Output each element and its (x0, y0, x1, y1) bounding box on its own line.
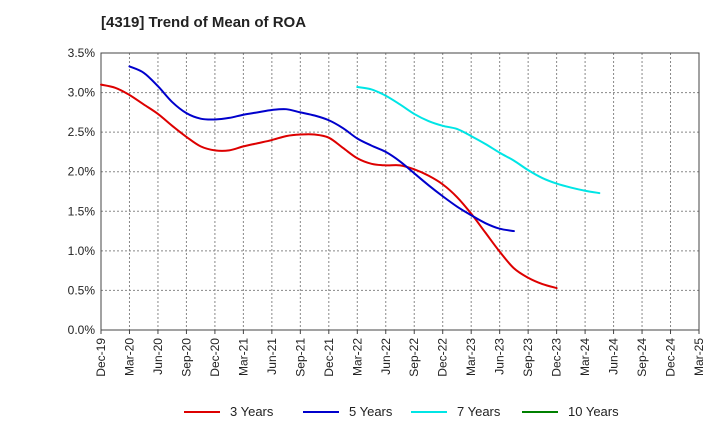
y-tick-label: 2.5% (68, 125, 96, 139)
x-tick-label: Dec-24 (664, 338, 678, 377)
legend-item-5-years: 5 Years (303, 404, 392, 419)
y-tick-label: 1.5% (68, 204, 96, 218)
x-tick-label: Dec-22 (436, 338, 450, 377)
series-line-7-years (356, 86, 601, 195)
x-tick-label: Dec-19 (94, 338, 108, 377)
x-tick-label: Mar-25 (692, 338, 706, 376)
x-tick-label: Jun-20 (151, 338, 165, 375)
y-tick-label: 3.5% (68, 46, 96, 60)
y-tick-label: 3.0% (68, 86, 96, 100)
legend-swatch (303, 410, 339, 413)
x-tick-label: Mar-21 (236, 338, 250, 376)
legend: 3 Years 5 Years 7 Years 10 Years (0, 404, 720, 426)
x-tick-label: Sep-23 (521, 338, 535, 377)
x-tick-label: Dec-20 (208, 338, 222, 377)
chart-title: [4319] Trend of Mean of ROA (101, 14, 307, 31)
legend-label: 3 Years (230, 404, 274, 419)
legend-swatch (184, 410, 220, 413)
legend-label: 10 Years (568, 404, 619, 419)
x-tick-label: Dec-21 (322, 338, 336, 377)
x-tick-label: Mar-23 (464, 338, 478, 376)
x-tick-label: Mar-24 (578, 338, 592, 376)
x-tick-label: Jun-23 (493, 338, 507, 375)
axis-layer (100, 52, 700, 334)
legend-swatch (522, 410, 558, 413)
tick-label-layer: 0.0% 0.5% 1.0% 1.5% 2.0% 2.5% 3.0% 3.5% Dec-19 Ma… (68, 46, 706, 377)
plot-frame (100, 52, 700, 331)
legend-item-10-years: 10 Years (522, 404, 619, 419)
x-tick-label: Dec-23 (550, 338, 564, 377)
y-tick-label: 0.5% (68, 283, 96, 297)
x-tick-label: Jun-22 (379, 338, 393, 375)
legend-label: 7 Years (457, 404, 501, 419)
x-tick-label: Jun-24 (607, 338, 621, 375)
x-tick-label: Mar-20 (122, 338, 136, 376)
y-tick-label: 1.0% (68, 244, 96, 258)
x-tick-label: Mar-22 (350, 338, 364, 376)
legend-item-7-years: 7 Years (411, 404, 500, 419)
x-tick-label: Sep-21 (293, 338, 307, 377)
x-tick-label: Sep-24 (635, 338, 649, 377)
series-line-5-years (128, 65, 515, 233)
series-line-3-years (100, 83, 558, 290)
legend-swatch (411, 410, 447, 413)
x-tick-label: Jun-21 (265, 338, 279, 375)
legend-label: 5 Years (349, 404, 393, 419)
y-tick-label: 2.0% (68, 165, 96, 179)
x-tick-label: Sep-20 (179, 338, 193, 377)
y-tick-label: 0.0% (68, 323, 96, 337)
x-tick-label: Sep-22 (407, 338, 421, 377)
series-layer (100, 65, 601, 290)
grid-layer (100, 52, 700, 331)
legend-item-3-years: 3 Years (184, 404, 273, 419)
